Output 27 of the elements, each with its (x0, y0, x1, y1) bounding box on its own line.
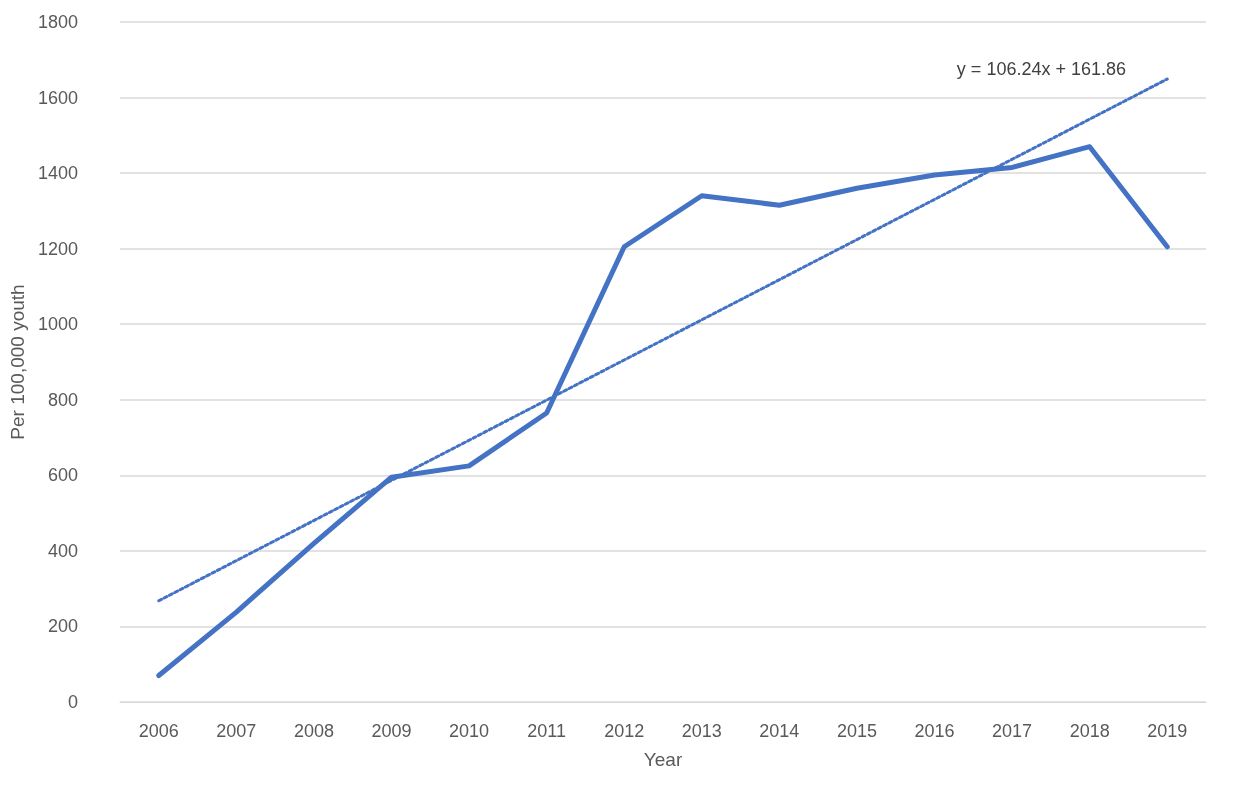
y-tick-label: 1800 (37, 12, 78, 32)
x-tick-label: 2006 (138, 721, 179, 741)
x-tick-label: 2010 (449, 721, 490, 741)
y-tick-label: 1000 (37, 314, 78, 335)
y-tick-label: 0 (67, 692, 78, 712)
y-tick-label: 200 (47, 616, 78, 637)
x-axis-title: Year (643, 749, 683, 770)
y-tick-label: 400 (47, 540, 78, 561)
y-axis-title: Per 100,000 youth (7, 284, 29, 440)
x-tick-label: 2013 (681, 721, 722, 741)
x-tick-label: 2018 (1069, 721, 1110, 741)
x-tick-label: 2017 (992, 721, 1033, 741)
y-tick-label: 1200 (37, 238, 78, 259)
annotation: y = 106.24x + 161.86 (956, 59, 1126, 79)
x-tick-label: 2016 (914, 721, 955, 741)
x-tick-label: 2009 (371, 721, 412, 741)
x-tick-label: 2014 (759, 721, 800, 741)
x-tick-label: 2015 (836, 721, 877, 741)
y-tick-label: 800 (47, 389, 78, 410)
x-tick-label: 2012 (604, 721, 645, 741)
y-tick-label: 1400 (37, 163, 78, 184)
x-tick-label: 2008 (293, 721, 334, 741)
x-tick-label: 2007 (216, 721, 257, 741)
x-tick-label: 2011 (527, 721, 566, 741)
y-tick-label: 600 (47, 465, 78, 486)
y-tick-label: 1600 (37, 87, 78, 108)
x-tick-label: 2019 (1147, 721, 1188, 741)
